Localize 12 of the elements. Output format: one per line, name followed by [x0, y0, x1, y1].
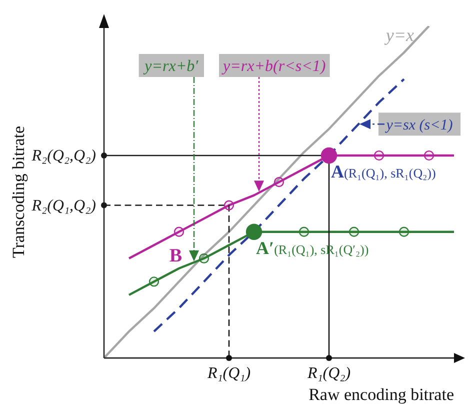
legend-label: y=sx (s<1) [384, 118, 453, 134]
series-label: y=x [384, 25, 414, 45]
series-label: R₂(Q₁,Q₂) [30, 197, 96, 214]
y-axis-title: Transcoding bitrate [9, 126, 28, 258]
text: y=rx+b(r<s<1) [221, 58, 326, 75]
annotation: A(R₁(Q₁), sR₁(Q₂)) [331, 161, 436, 182]
series-label: R₂(Q₂,Q₂) [30, 147, 96, 164]
text: y=rx+b′ [142, 58, 199, 75]
x-axis-title: Raw encoding bitrate [308, 385, 454, 404]
annotation: B [169, 245, 182, 266]
x-tick-label: R₁(Q₂) [306, 365, 351, 382]
x-tick-label: R₁(Q₁) [206, 365, 251, 382]
